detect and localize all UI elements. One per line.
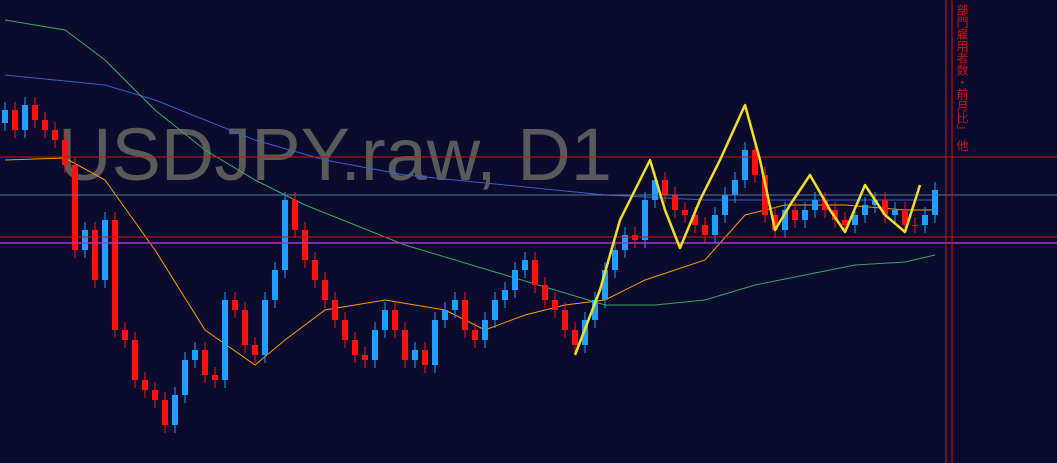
candle-body	[322, 280, 328, 300]
candle-body	[122, 330, 128, 340]
candle-body	[792, 210, 798, 220]
candle-body	[532, 260, 538, 285]
candle-body	[272, 270, 278, 300]
candle-body	[602, 270, 608, 300]
candle-body	[672, 195, 678, 210]
drawn-pattern	[573, 103, 922, 356]
candle-body	[572, 330, 578, 345]
event-label: 部門雇用者数・前月比」 他	[955, 3, 969, 152]
candle-body	[222, 300, 228, 380]
candle-body	[752, 150, 758, 175]
watermark: USDJPY.raw, D1	[58, 113, 612, 196]
candle-body	[112, 220, 118, 330]
candle-body	[42, 120, 48, 130]
candle-body	[242, 310, 248, 345]
candle-body	[262, 300, 268, 355]
candle-body	[392, 310, 398, 330]
candle-body	[342, 320, 348, 340]
candle-body	[502, 290, 508, 300]
candle-body	[382, 310, 388, 330]
candle-body	[402, 330, 408, 360]
candle-body	[192, 350, 198, 360]
candle-body	[902, 210, 908, 225]
candle-body	[462, 300, 468, 330]
candle-body	[702, 225, 708, 235]
candle-body	[182, 360, 188, 395]
candle-body	[882, 200, 888, 215]
candle-body	[732, 180, 738, 195]
candle-body	[352, 340, 358, 355]
candle-body	[12, 110, 18, 130]
candle-body	[422, 350, 428, 365]
candle-body	[932, 190, 938, 215]
candle-body	[892, 210, 898, 215]
candle-body	[922, 215, 928, 225]
candle-body	[482, 320, 488, 340]
candle-body	[592, 300, 598, 320]
candle-body	[612, 250, 618, 270]
candle-body	[412, 350, 418, 360]
plot-area	[2, 19, 938, 433]
candle-body	[52, 130, 58, 140]
candle-body	[132, 340, 138, 380]
candle-body	[772, 215, 778, 230]
candle-body	[692, 215, 698, 225]
candle-body	[582, 320, 588, 345]
candle-body	[282, 200, 288, 270]
candle-body	[212, 375, 218, 380]
candle-body	[442, 310, 448, 320]
candle-body	[32, 105, 38, 120]
candle-body	[872, 200, 878, 205]
candle-body	[912, 225, 918, 226]
candle-body	[452, 300, 458, 310]
candle-body	[252, 345, 258, 355]
candle-body	[152, 390, 158, 400]
moving-average	[4, 74, 935, 201]
candle-body	[662, 180, 668, 195]
candle-body	[682, 210, 688, 215]
candle-body	[372, 330, 378, 360]
candle-body	[202, 350, 208, 375]
candle-body	[102, 220, 108, 280]
candle-body	[302, 230, 308, 260]
candle-body	[142, 380, 148, 390]
moving-average	[4, 19, 936, 306]
candle-body	[472, 330, 478, 340]
candle-body	[782, 210, 788, 230]
candle-body	[822, 200, 828, 210]
candle-body	[62, 140, 68, 165]
candle-body	[542, 285, 548, 300]
candle-body	[722, 195, 728, 215]
candle-body	[712, 215, 718, 235]
candle-body	[22, 105, 28, 130]
candle-body	[2, 110, 8, 123]
candle-body	[642, 200, 648, 240]
candle-body	[292, 200, 298, 230]
candle-body	[232, 300, 238, 310]
candle-body	[552, 300, 558, 310]
candle-body	[832, 210, 838, 220]
candle-body	[492, 300, 498, 320]
candle-body	[852, 215, 858, 225]
candle-body	[312, 260, 318, 280]
candle-body	[432, 320, 438, 365]
candle-body	[362, 355, 368, 360]
candle-body	[812, 200, 818, 210]
candle-body	[842, 220, 848, 225]
candle-body	[82, 230, 88, 250]
candle-body	[652, 180, 658, 200]
candle-body	[522, 260, 528, 270]
candle-body	[172, 395, 178, 425]
candle-body	[742, 150, 748, 180]
candle-body	[802, 210, 808, 220]
candle-body	[862, 205, 868, 215]
candle-body	[562, 310, 568, 330]
candle-body	[72, 165, 78, 250]
candle-body	[332, 300, 338, 320]
candle-body	[92, 230, 98, 280]
candle-body	[512, 270, 518, 290]
candle-body	[162, 400, 168, 425]
